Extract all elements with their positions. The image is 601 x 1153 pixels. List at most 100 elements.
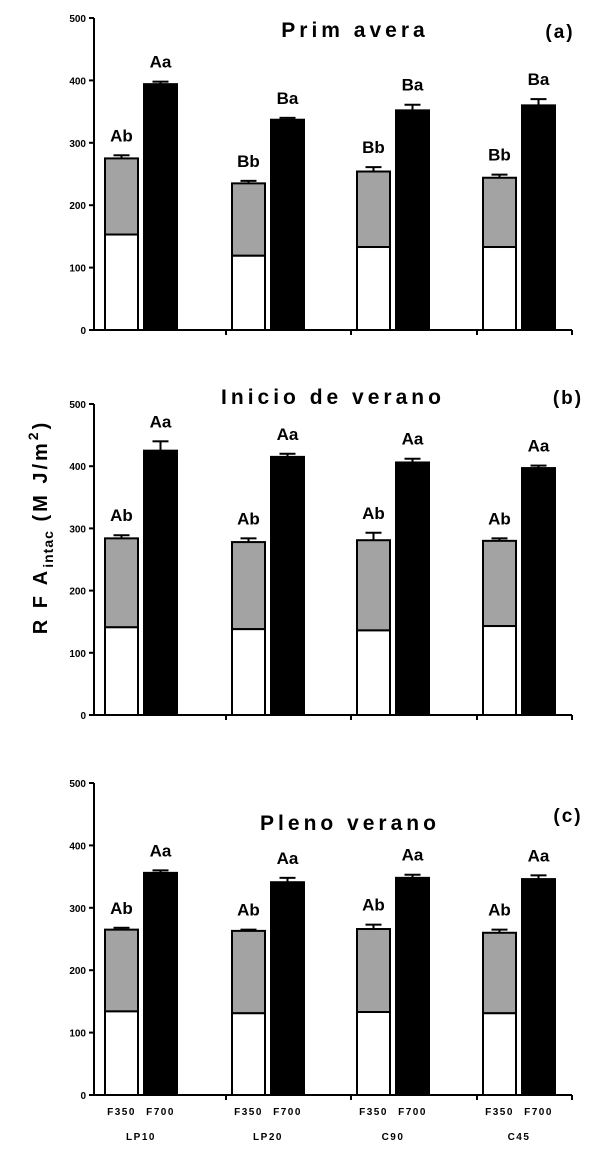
significance-label-f350: Bb xyxy=(362,138,385,157)
bar-f350-upper xyxy=(104,157,139,236)
x-category-label: F700 xyxy=(273,1107,302,1118)
y-axis-label-main: R F A xyxy=(30,568,52,634)
significance-label-f700: Ba xyxy=(402,76,424,95)
significance-label-f350: Ab xyxy=(237,901,260,920)
bar-f700 xyxy=(521,104,556,331)
significance-label-f350: Ab xyxy=(488,509,511,528)
bar-f350-upper xyxy=(482,176,517,249)
significance-label-f700: Aa xyxy=(150,412,172,431)
y-axis-label-text: R F Aintac (M J/m2) xyxy=(25,420,56,635)
bar-f350-lower xyxy=(482,1012,517,1096)
y-tick-label: 100 xyxy=(69,264,86,275)
x-category-label: F350 xyxy=(485,1107,514,1118)
bar-f700 xyxy=(395,109,430,331)
bar-f700 xyxy=(395,876,430,1097)
significance-label-f700: Aa xyxy=(150,841,172,860)
significance-label-f700: Aa xyxy=(528,437,550,456)
y-axis-label-sub: intac xyxy=(40,530,56,568)
chart-title: Pleno verano xyxy=(260,812,440,835)
bar-f350-upper xyxy=(356,170,391,249)
bar-f350-lower xyxy=(482,246,517,331)
x-category-label: F350 xyxy=(234,1107,263,1118)
significance-label-f350: Ab xyxy=(237,509,260,528)
y-tick-label: 0 xyxy=(80,1091,86,1102)
bar-f350-upper xyxy=(231,182,266,257)
y-tick-label: 300 xyxy=(69,524,86,535)
x-group-label: LP10 xyxy=(126,1132,156,1143)
bar-f700 xyxy=(143,83,178,331)
x-group-label: LP20 xyxy=(253,1132,283,1143)
significance-label-f700: Ba xyxy=(528,70,550,89)
x-category-label: F700 xyxy=(524,1107,553,1118)
bar-f350-upper xyxy=(104,537,139,629)
y-tick-label: 300 xyxy=(69,904,86,915)
y-tick-label: 400 xyxy=(69,462,86,473)
significance-label-f700: Aa xyxy=(402,846,424,865)
y-tick-label: 400 xyxy=(69,841,86,852)
y-tick-label: 300 xyxy=(69,139,86,150)
bar-f700 xyxy=(143,449,178,716)
panels: Prim avera (a) 0 100 200 300 400 500 Ab Aa Bb Ba Bb B… xyxy=(69,14,583,1143)
y-tick-label: 500 xyxy=(69,400,86,411)
bar-f350-lower xyxy=(482,625,517,717)
bar-f350-lower xyxy=(356,1011,391,1096)
significance-label-f350: Ab xyxy=(488,901,511,920)
significance-label-f700: Aa xyxy=(277,425,299,444)
panel-label: (a) xyxy=(545,22,574,43)
bar-f700 xyxy=(395,461,430,716)
chart-panel-2: Inicio de verano (b) 0 100 200 300 400 500 Ab Aa A… xyxy=(69,386,583,722)
panel-label: (b) xyxy=(553,388,583,409)
y-tick-label: 200 xyxy=(69,587,86,598)
chart-panel-1: Prim avera (a) 0 100 200 300 400 500 Ab Aa Bb Ba Bb B… xyxy=(69,14,574,337)
y-axis-label-close: ) xyxy=(30,420,52,430)
significance-label-f350: Ab xyxy=(110,506,133,525)
bar-f350-lower xyxy=(104,1010,139,1096)
x-category-label: F700 xyxy=(398,1107,427,1118)
bar-f350-upper xyxy=(482,931,517,1015)
chart-title: Inicio de verano xyxy=(221,386,445,409)
x-category-label: F700 xyxy=(146,1107,175,1118)
significance-label-f350: Ab xyxy=(110,126,133,145)
significance-label-f350: Ab xyxy=(362,504,385,523)
bar-f700 xyxy=(270,118,305,331)
bar-f350-lower xyxy=(104,626,139,716)
bar-f700 xyxy=(521,467,556,717)
bar-f350-upper xyxy=(356,928,391,1014)
chart-panel-3: Pleno verano (c) 0 100 200 300 400 500 Ab Aa F350 F… xyxy=(69,779,582,1143)
y-tick-label: 500 xyxy=(69,779,86,790)
y-axis-label-sup: 2 xyxy=(25,429,41,440)
y-tick-label: 200 xyxy=(69,201,86,212)
bar-f350-upper xyxy=(231,541,266,631)
x-group-label: C90 xyxy=(382,1132,405,1143)
bar-f350-lower xyxy=(356,246,391,331)
bar-f350-lower xyxy=(231,1012,266,1096)
significance-label-f700: Aa xyxy=(402,430,424,449)
bar-f350-upper xyxy=(482,539,517,628)
significance-label-f700: Ba xyxy=(277,89,299,108)
bar-f350-lower xyxy=(231,628,266,716)
chart-title: Prim avera xyxy=(281,19,428,42)
bar-f700 xyxy=(270,881,305,1096)
bar-f700 xyxy=(143,871,178,1097)
significance-label-f700: Aa xyxy=(277,849,299,868)
bar-f350-upper xyxy=(356,539,391,632)
y-tick-label: 0 xyxy=(80,711,86,722)
significance-label-f350: Bb xyxy=(488,146,511,165)
y-tick-label: 100 xyxy=(69,1029,86,1040)
bar-f350-lower xyxy=(356,629,391,717)
significance-label-f350: Ab xyxy=(362,896,385,915)
bar-f700 xyxy=(270,455,305,716)
bar-f700 xyxy=(521,878,556,1097)
significance-label-f350: Bb xyxy=(237,152,260,171)
bar-f350-upper xyxy=(231,929,266,1015)
y-axis-label: R F Aintac (M J/m2) xyxy=(25,420,56,635)
significance-label-f700: Aa xyxy=(150,53,172,72)
y-tick-label: 500 xyxy=(69,14,86,25)
y-tick-label: 100 xyxy=(69,649,86,660)
y-tick-label: 400 xyxy=(69,76,86,87)
panel-label: (c) xyxy=(553,806,582,827)
y-tick-label: 200 xyxy=(69,966,86,977)
significance-label-f350: Ab xyxy=(110,899,133,918)
x-group-label: C45 xyxy=(508,1132,531,1143)
